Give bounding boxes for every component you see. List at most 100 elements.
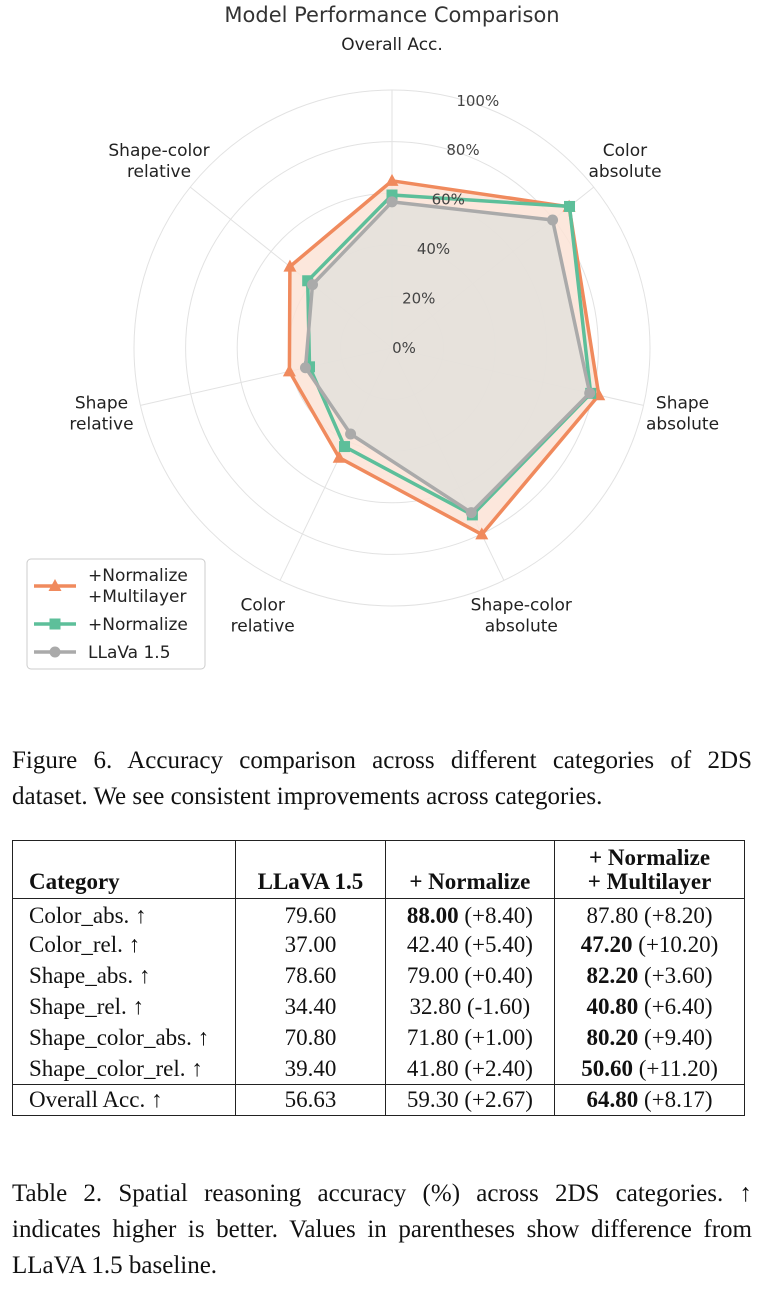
- chart-title: Model Performance Comparison: [224, 3, 559, 27]
- axis-label-line: Color: [241, 595, 285, 615]
- legend-item: LLaVa 1.5: [34, 643, 171, 663]
- table-row: Shape_color_abs. ↑ 70.80 71.80 (+1.00) 80.2…: [11, 1022, 745, 1054]
- cell-category: Color_rel. ↑: [11, 929, 237, 961]
- header-multilayer-line1: + Normalize: [589, 845, 711, 870]
- data-point: [307, 279, 319, 291]
- axis-label-line: Shape-color: [108, 141, 209, 161]
- data-point: [465, 507, 477, 519]
- radial-tick-label: 80%: [446, 141, 479, 159]
- cell-normalize: 59.30 (+2.67): [384, 1084, 556, 1116]
- cell-category: Shape_rel. ↑: [11, 991, 237, 1023]
- table-row: Color_rel. ↑ 37.00 42.40 (+5.40) 47.20 (+10…: [11, 929, 745, 961]
- cell-normalize-value: 71.80: [406, 1025, 459, 1050]
- cell-llava: 34.40: [235, 991, 386, 1023]
- cell-category: Overall Acc. ↑: [11, 1084, 237, 1116]
- header-normalize: + Normalize: [384, 840, 556, 899]
- cell-llava: 78.60: [235, 960, 386, 992]
- cell-normalize-value: 59.30: [406, 1087, 459, 1112]
- series-line: [303, 200, 592, 515]
- cell-normalize: 32.80 (-1.60): [384, 991, 556, 1023]
- cell-normalize-diff: (+0.40): [464, 963, 533, 988]
- cell-normalize: 41.80 (+2.40): [384, 1053, 556, 1085]
- cell-llava: 70.80: [235, 1022, 386, 1054]
- radial-tick-label: 20%: [402, 290, 435, 308]
- results-table: Category LLaVA 1.5 + Normalize + Normali…: [11, 840, 745, 1116]
- figure-caption: Figure 6. Accuracy comparison across dif…: [12, 747, 752, 810]
- table-caption: Table 2. Spatial reasoning accuracy (%) …: [12, 1180, 752, 1279]
- axis-label-line: absolute: [485, 616, 558, 636]
- cell-multilayer: 82.20 (+3.60): [554, 960, 745, 992]
- table-row: Shape_abs. ↑ 78.60 79.00 (+0.40) 82.20 (+3.…: [11, 960, 745, 992]
- data-point: [564, 200, 576, 212]
- cell-category: Shape_color_rel. ↑: [11, 1053, 237, 1085]
- cell-normalize-diff: (-1.60): [466, 994, 531, 1019]
- cell-multilayer-diff: (+6.40): [644, 994, 713, 1019]
- header-category: Category: [11, 840, 237, 899]
- cell-normalize-value: 32.80: [409, 994, 462, 1019]
- cell-normalize-value: 88.00: [406, 903, 459, 929]
- cell-normalize-diff: (+8.40): [464, 903, 533, 929]
- cell-normalize: 42.40 (+5.40): [384, 929, 556, 961]
- data-point: [339, 441, 351, 453]
- axis-label-line: Shape-color: [471, 595, 572, 615]
- cell-llava: 39.40: [235, 1053, 386, 1085]
- data-point: [299, 362, 311, 374]
- axis-label-line: Overall Acc.: [341, 35, 443, 55]
- axis-label-line: relative: [231, 616, 295, 636]
- data-point: [332, 450, 346, 463]
- cell-multilayer: 87.80 (+8.20): [554, 898, 745, 930]
- cell-normalize-diff: (+1.00): [464, 1025, 533, 1050]
- data-point: [547, 214, 559, 226]
- axis-label-line: relative: [127, 162, 191, 182]
- cell-normalize-diff: (+2.40): [464, 1055, 533, 1081]
- radial-tick-label: 0%: [392, 339, 416, 357]
- cell-category: Shape_abs. ↑: [11, 960, 237, 992]
- cell-normalize-value: 42.40: [406, 932, 459, 957]
- axis-label: Overall Acc.: [341, 35, 443, 55]
- series-line: [305, 193, 593, 517]
- data-point: [302, 275, 314, 287]
- cell-multilayer-diff: (+9.40): [644, 1025, 713, 1050]
- radial-tick-label: 100%: [456, 92, 499, 110]
- radar-chart-svg: Model Performance Comparison 0% 20% 40% 60% 8…: [26, 3, 719, 670]
- cell-multilayer-diff: (+11.20): [638, 1055, 718, 1081]
- axis-label-line: absolute: [646, 414, 719, 434]
- cell-normalize: 71.80 (+1.00): [384, 1022, 556, 1054]
- data-point: [386, 196, 398, 208]
- data-point: [345, 428, 357, 440]
- legend-label: LLaVa 1.5: [88, 643, 171, 663]
- cell-normalize-diff: (+5.40): [464, 932, 533, 957]
- legend-item: +Normalize+Multilayer: [34, 566, 188, 607]
- header-llava: LLaVA 1.5: [235, 840, 386, 899]
- cell-multilayer: 80.20 (+9.40): [554, 1022, 745, 1054]
- radar-chart: Model Performance Comparison 0% 20% 40% 60% 8…: [26, 3, 719, 670]
- cell-multilayer-diff: (+10.20): [638, 932, 719, 957]
- cell-multilayer: 40.80 (+6.40): [554, 991, 745, 1023]
- legend-item: +Normalize: [34, 615, 188, 635]
- cell-normalize: 88.00 (+8.40): [384, 898, 556, 930]
- legend-marker: [49, 646, 61, 658]
- cell-multilayer-value: 50.60: [581, 1055, 633, 1081]
- axis-label-line: Shape: [656, 393, 709, 413]
- series-area: [305, 201, 590, 513]
- data-point: [282, 364, 296, 377]
- table-header-row: Category LLaVA 1.5 + Normalize + Normali…: [11, 840, 745, 899]
- legend-label: +Normalize: [88, 566, 188, 586]
- cell-multilayer-value: 47.20: [580, 932, 633, 957]
- cell-category: Shape_color_abs. ↑: [11, 1022, 237, 1054]
- data-point: [584, 387, 596, 399]
- cell-multilayer-value: 80.20: [586, 1025, 639, 1050]
- axis-label-line: relative: [69, 414, 133, 434]
- legend-label: +Normalize: [88, 615, 188, 635]
- cell-multilayer: 47.20 (+10.20): [554, 929, 745, 961]
- legend-marker: [48, 579, 62, 591]
- table-row: Shape_rel. ↑ 34.40 32.80 (-1.60) 40.80 (+6.…: [11, 991, 745, 1023]
- cell-multilayer-value: 64.80: [586, 1087, 639, 1112]
- cell-multilayer: 64.80 (+8.17): [554, 1084, 745, 1116]
- table-body: Color_abs. ↑ 79.60 88.00 (+8.40) 87.80 (+8.…: [11, 898, 745, 1116]
- radial-tick-label: 60%: [432, 191, 465, 209]
